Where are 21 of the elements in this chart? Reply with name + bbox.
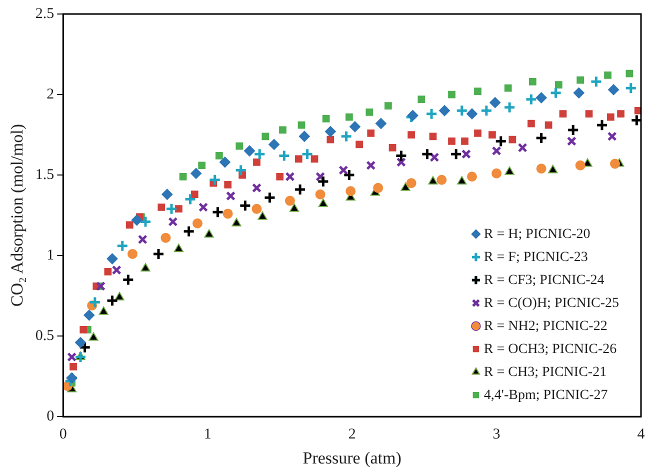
x-tick-label: 4 [637, 426, 646, 443]
y-tick-label: 1 [46, 247, 54, 264]
x-tick-label: 0 [59, 426, 67, 443]
x-tick-label: 3 [492, 426, 500, 443]
x-axis-title: Pressure (atm) [302, 448, 402, 468]
legend-label: R = F; PICNIC-23 [484, 250, 588, 265]
legend-label: R = C(O)H; PICNIC-25 [484, 296, 620, 311]
y-tick-label: 2 [46, 86, 54, 102]
y-axis-title: CO₂ Adsorption (mol/mol) [8, 124, 27, 307]
legend-label: R = H; PICNIC-20 [484, 226, 590, 242]
legend-label: R = NH2; PICNIC-22 [484, 318, 608, 334]
x-tick-label: 2 [348, 426, 356, 443]
legend-label: R = CF3; PICNIC-24 [484, 272, 604, 288]
legend-label: 4,4'-Bpm; PICNIC-27 [484, 388, 608, 403]
y-tick-label: 0 [46, 408, 54, 425]
y-tick-label: 2.5 [35, 6, 54, 22]
x-tick-label: 1 [204, 426, 212, 443]
y-tick-label: 0.5 [35, 328, 54, 344]
legend-label: R = CH3; PICNIC-21 [484, 364, 607, 380]
legend-label: R = OCH3; PICNIC-26 [484, 342, 617, 357]
y-tick-label: 1.5 [35, 166, 54, 183]
